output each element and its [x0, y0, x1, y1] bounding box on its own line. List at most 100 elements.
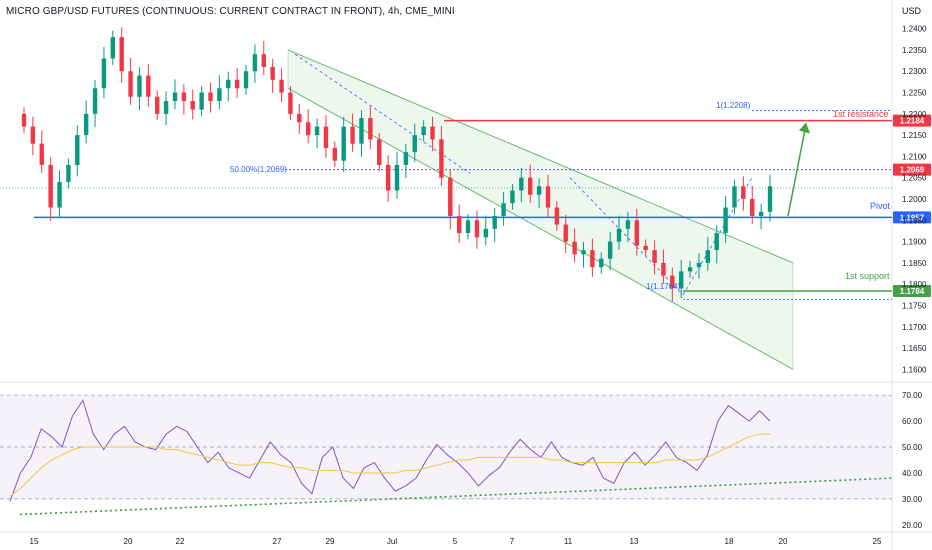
currency-label: USD: [902, 6, 922, 16]
fib-bottom-label: 1(1.1764): [646, 282, 681, 291]
chart-title: MICRO GBP/USD FUTURES (CONTINUOUS: CURRE…: [6, 6, 455, 17]
time-tick-label: 29: [326, 537, 335, 546]
price-tick-label: 1.2200: [902, 110, 927, 119]
candle-body: [119, 37, 124, 72]
candle-body: [385, 164, 391, 191]
candle-body: [625, 220, 631, 229]
time-axis: 15 20 22 27 29 Jul 5 7 11 13 18 20 25: [30, 537, 882, 546]
candle-body: [172, 92, 178, 102]
candle-body: [678, 271, 684, 289]
candle-body: [758, 211, 764, 217]
price-tick-label: 1.2350: [902, 46, 927, 55]
time-tick-label: 22: [176, 537, 185, 546]
candle-body: [519, 177, 524, 191]
candles-layer: [21, 27, 773, 302]
candle-body: [536, 186, 542, 195]
candle-body: [226, 79, 231, 89]
candle-body: [465, 220, 471, 234]
fib-50-label: 50.00%(1.2069): [230, 165, 287, 174]
price-axis: 1.2400 1.2350 1.2300 1.2250 1.2200 1.2150 1.21…: [902, 25, 927, 375]
price-tick-label: 1.2150: [902, 131, 927, 140]
candle-body: [21, 113, 27, 127]
candle-body: [741, 186, 746, 199]
candle-body: [323, 126, 329, 148]
rsi-trendline: [19, 477, 893, 516]
time-tick-label: 5: [453, 537, 458, 546]
candle-body: [146, 75, 151, 97]
candle-body: [670, 275, 675, 289]
candle-body: [412, 135, 417, 153]
candle-body: [297, 113, 302, 123]
candle-body: [572, 241, 577, 255]
candle-body: [75, 135, 80, 165]
candle-body: [723, 207, 728, 234]
candle-body: [199, 92, 204, 110]
levels-layer: 1.2184 1.2069 1.1957 1.1784: [0, 110, 931, 300]
candle-body: [288, 92, 293, 114]
resistance-label: 1st resistance: [833, 109, 889, 119]
rsi-layer: 70.00 60.00 50.00 40.00 30.00 20.00: [0, 391, 923, 530]
time-tick-label: 20: [779, 537, 788, 546]
candle-body: [48, 164, 53, 208]
channel-fill: [288, 49, 793, 370]
candle-body: [270, 66, 275, 80]
level-tag-label: 1.1784: [900, 287, 925, 296]
candle-body: [501, 203, 506, 217]
price-tick-label: 1.1750: [902, 301, 927, 310]
candle-body: [163, 101, 169, 114]
candle-body: [252, 54, 258, 72]
candle-body: [261, 54, 266, 67]
candle-body: [30, 126, 36, 144]
candle-body: [208, 92, 213, 102]
candle-body: [705, 250, 711, 263]
price-tick-label: 1.1900: [902, 238, 927, 247]
candle-body: [643, 245, 648, 251]
candle-body: [599, 258, 604, 268]
candle-body: [510, 190, 515, 204]
candle-body: [305, 122, 311, 136]
candle-body: [359, 118, 364, 144]
candle-body: [750, 199, 755, 217]
level-tag-label: 1.2069: [900, 166, 925, 175]
candle-body: [155, 96, 160, 114]
candle-body: [616, 228, 622, 242]
time-tick-label: 13: [630, 537, 639, 546]
rsi-tick-label: 40.00: [902, 469, 923, 478]
support-label: 1st support: [845, 271, 890, 281]
candle-body: [110, 37, 116, 59]
candle-body: [767, 186, 773, 212]
candle-body: [332, 147, 338, 161]
candle-body: [687, 267, 693, 272]
candle-body: [394, 164, 400, 191]
level-tag: [893, 114, 931, 127]
price-tick-label: 1.2100: [902, 152, 927, 161]
candle-body: [128, 71, 133, 97]
price-tick-label: 1.1600: [902, 365, 927, 374]
level-tag: [893, 284, 931, 297]
candle-body: [234, 79, 240, 89]
price-tick-label: 1.1950: [902, 216, 927, 225]
candle-body: [732, 186, 737, 208]
rsi-tick-label: 30.00: [902, 495, 923, 504]
candle-body: [661, 262, 666, 276]
candle-body: [341, 126, 346, 161]
candle-body: [545, 186, 551, 208]
price-tick-label: 1.1650: [902, 344, 927, 353]
candle-body: [217, 88, 222, 102]
candle-body: [696, 262, 702, 268]
candle-body: [314, 126, 320, 136]
candle-body: [377, 139, 382, 165]
candle-body: [83, 113, 89, 136]
candle-body: [39, 143, 44, 165]
price-tick-label: 1.1850: [902, 259, 927, 268]
projection-arrow-head: [799, 122, 810, 134]
candle-body: [403, 152, 409, 165]
candle-body: [92, 88, 98, 114]
candle-body: [492, 216, 497, 229]
price-tick-label: 1.1800: [902, 280, 927, 289]
candle-body: [368, 118, 373, 140]
price-tick-label: 1.2400: [902, 25, 927, 34]
candle-body: [563, 224, 568, 242]
